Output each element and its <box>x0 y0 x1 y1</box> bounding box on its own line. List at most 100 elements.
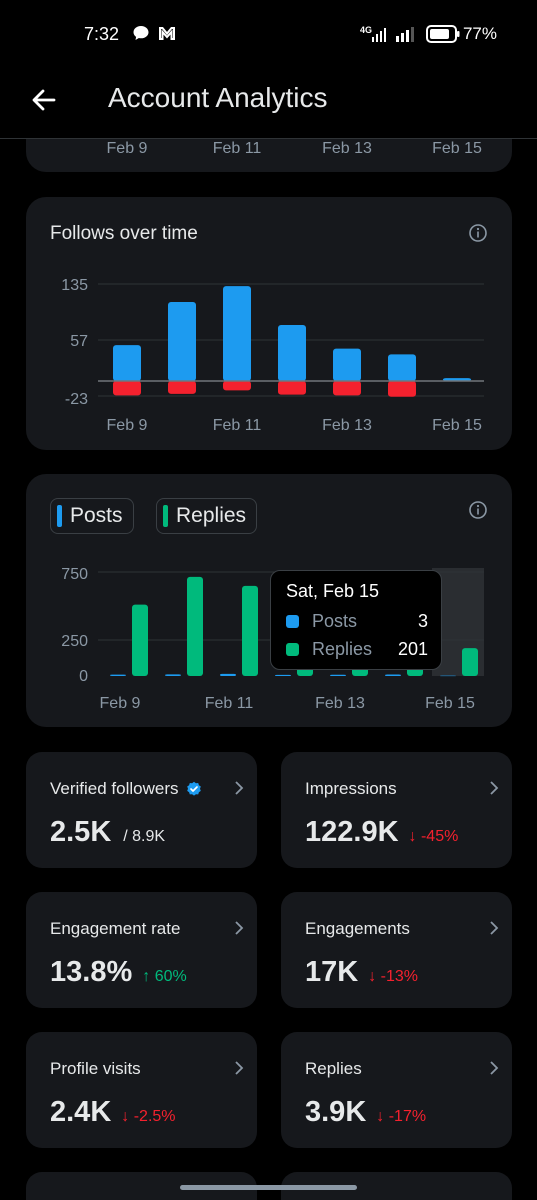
metric-impressions[interactable]: Impressions 122.9K ↓ -45% <box>281 752 512 868</box>
tooltip-date: Sat, Feb 15 <box>286 581 380 601</box>
metric-label: Engagements <box>305 919 410 938</box>
follows-gained-bar <box>388 354 416 381</box>
metric-engagement-rate[interactable]: Engagement rate 13.8% ↑ 60% <box>26 892 257 1008</box>
tooltip-swatch <box>286 643 299 656</box>
tooltip-label: Posts <box>312 611 358 631</box>
metric-value-row: 2.4K ↓ -2.5% <box>50 1096 176 1129</box>
replies-bar <box>132 604 148 676</box>
legend-label: Posts <box>70 504 123 527</box>
metric-replies[interactable]: Replies 3.9K ↓ -17% <box>281 1032 512 1148</box>
x-tick-label: Feb 13 <box>322 140 372 157</box>
battery-icon <box>426 25 460 43</box>
page-title: Account Analytics <box>108 82 328 113</box>
metric-value: 17K <box>305 956 359 988</box>
follows-lost-bar <box>278 381 306 395</box>
info-icon[interactable] <box>468 223 488 243</box>
x-tick-label: Feb 13 <box>315 695 365 712</box>
info-icon[interactable] <box>468 500 488 520</box>
posts-bar <box>165 674 181 676</box>
metric-value: 122.9K <box>305 816 399 848</box>
metric-change: ↑ 60% <box>142 968 187 985</box>
metric-value: 13.8% <box>50 956 133 988</box>
y-tick-label: 135 <box>61 277 88 294</box>
arrow-down-icon: ↓ <box>368 968 381 985</box>
metric-change: ↓ -13% <box>368 968 419 985</box>
follows-gained-bar <box>278 324 306 381</box>
x-tick-label: Feb 9 <box>100 695 141 712</box>
follows-chart-card: Follows over time 135 57 -23 Feb 9 Feb 1… <box>26 197 512 450</box>
top-bar: Account Analytics <box>0 70 537 139</box>
follows-gained-bar <box>113 345 141 381</box>
follows-gained-bar <box>223 286 251 381</box>
arrow-down-icon: ↓ <box>376 1108 389 1125</box>
x-tick-label: Feb 11 <box>205 695 254 712</box>
legend-label: Replies <box>176 504 247 527</box>
chart-tooltip: Sat, Feb 15 Posts 3 Replies 201 <box>270 570 442 670</box>
chevron-right-icon <box>490 781 499 795</box>
arrow-down-icon: ↓ <box>408 828 421 845</box>
metric-value-row: 2.5K / 8.9K <box>50 816 165 849</box>
follows-lost-bar <box>333 381 361 396</box>
replies-bar <box>242 585 258 676</box>
metric-label-text: Verified followers <box>50 779 179 798</box>
follows-lost-bar <box>388 381 416 397</box>
metric-value: 2.5K <box>50 816 112 848</box>
metric-label: Verified followers <box>50 779 202 799</box>
tooltip-row-posts: Posts 3 <box>286 611 428 632</box>
status-time: 7:32 <box>84 24 120 44</box>
y-tick-label: 250 <box>61 633 88 650</box>
x-tick-label: Feb 9 <box>107 417 148 434</box>
posts-bar <box>440 675 456 677</box>
follows-lost-bar <box>113 381 141 396</box>
tooltip-value: 3 <box>417 611 428 631</box>
battery-percent: 77% <box>462 24 497 43</box>
metric-label: Profile visits <box>50 1059 141 1078</box>
metric-engagements[interactable]: Engagements 17K ↓ -13% <box>281 892 512 1008</box>
posts-replies-chart-card: Posts Replies 750 250 0 Feb 9 Feb 11 Feb… <box>26 474 512 727</box>
legend-swatch <box>57 505 62 527</box>
metric-value-row: 3.9K ↓ -17% <box>305 1096 426 1129</box>
y-tick-label: 57 <box>70 333 88 350</box>
posts-bar <box>330 674 346 676</box>
tooltip-label: Replies <box>312 639 373 659</box>
arrow-up-icon: ↑ <box>142 968 155 985</box>
x-tick-label: Feb 15 <box>432 140 482 157</box>
y-tick-label: 0 <box>79 668 88 685</box>
metric-value-row: 17K ↓ -13% <box>305 956 418 989</box>
gmail-icon <box>159 27 175 40</box>
legend-swatch <box>163 505 168 527</box>
chevron-right-icon <box>235 921 244 935</box>
metric-total: / 8.9K <box>123 828 166 845</box>
posts-bar <box>385 674 401 676</box>
x-tick-label: Feb 15 <box>425 695 475 712</box>
posts-bar <box>220 673 236 676</box>
legend-toggle-posts[interactable]: Posts <box>50 498 134 534</box>
x-tick-label: Feb 11 <box>213 140 262 157</box>
legend-toggle-replies[interactable]: Replies <box>156 498 258 534</box>
y-tick-label: -23 <box>65 391 88 408</box>
metric-label: Engagement rate <box>50 919 181 938</box>
replies-bar <box>462 648 478 676</box>
metric-value-row: 122.9K ↓ -45% <box>305 816 458 849</box>
metric-change: ↓ -17% <box>376 1108 427 1125</box>
chat-bubble-icon <box>133 26 149 40</box>
metric-label: Impressions <box>305 779 397 798</box>
gesture-handle[interactable] <box>180 1185 357 1190</box>
follows-gained-bar <box>333 348 361 381</box>
x-tick-label: Feb 11 <box>213 417 262 434</box>
follows-lost-bar <box>223 381 251 391</box>
posts-bar <box>110 674 126 676</box>
metric-profile-visits[interactable]: Profile visits 2.4K ↓ -2.5% <box>26 1032 257 1148</box>
metric-label: Replies <box>305 1059 362 1078</box>
card-title: Follows over time <box>50 223 198 244</box>
chevron-right-icon <box>490 1061 499 1075</box>
metric-change: ↓ -45% <box>408 828 459 845</box>
follows-gained-bar <box>168 301 196 381</box>
back-arrow-icon[interactable] <box>28 84 60 116</box>
follows-lost-bar <box>168 381 196 394</box>
tooltip-value: 201 <box>397 639 428 659</box>
metric-verified-followers[interactable]: Verified followers 2.5K / 8.9K <box>26 752 257 868</box>
x-tick-label: Feb 15 <box>432 417 482 434</box>
metric-change: ↓ -2.5% <box>121 1108 176 1125</box>
tooltip-row-replies: Replies 201 <box>286 639 428 660</box>
